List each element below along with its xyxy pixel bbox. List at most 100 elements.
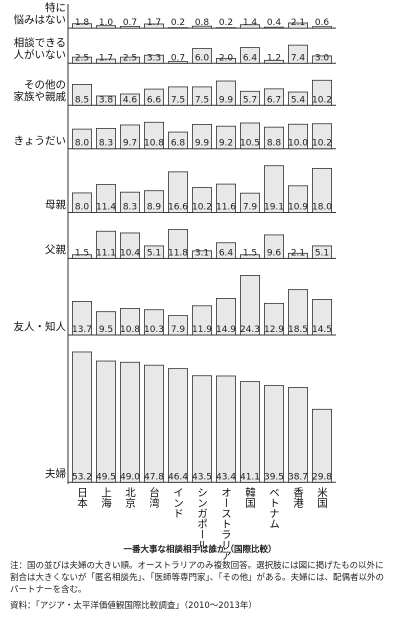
bar (215, 125, 236, 150)
value-label: 0.4 (267, 18, 282, 28)
value-label: 3.3 (147, 53, 161, 63)
value-label: 1.4 (243, 18, 258, 28)
bar (191, 375, 212, 483)
value-label: 9.6 (267, 248, 282, 258)
bar (191, 124, 212, 150)
bar (143, 54, 164, 64)
value-label: 43.4 (216, 472, 236, 482)
value-label: 29.8 (312, 472, 332, 482)
bar (143, 121, 164, 150)
bar (287, 289, 308, 336)
bar (263, 165, 284, 213)
bar (120, 191, 141, 213)
value-label: 24.3 (240, 325, 260, 335)
value-label: 5.7 (243, 95, 257, 105)
bar (72, 56, 93, 64)
value-label: 10.8 (120, 325, 140, 335)
bar (263, 59, 284, 64)
bar (72, 300, 93, 336)
bar (215, 183, 236, 213)
bar (215, 298, 236, 336)
value-label: 2.1 (291, 248, 305, 258)
value-label: 9.5 (99, 325, 113, 335)
value-label: 2.0 (219, 53, 234, 63)
value-label: 10.0 (288, 139, 308, 149)
value-label: 9.2 (219, 139, 233, 149)
value-label: 53.2 (72, 472, 92, 482)
row-label: きょうだい (13, 134, 67, 147)
value-label: 9.9 (219, 95, 234, 105)
bar (167, 229, 188, 259)
value-label: 5.4 (291, 95, 306, 105)
bar (96, 95, 117, 106)
value-label: 13.7 (72, 325, 92, 335)
value-label: 11.8 (168, 248, 188, 258)
value-label: 1.8 (75, 18, 90, 28)
value-label: 6.8 (171, 139, 186, 149)
value-label: 1.5 (243, 248, 257, 258)
bar (191, 305, 212, 336)
x-tick-label: シンガポール (196, 487, 208, 550)
bar (167, 171, 188, 213)
bar (96, 230, 117, 259)
bar (311, 26, 332, 29)
value-label: 43.5 (192, 472, 212, 482)
value-label: 1.0 (99, 18, 114, 28)
value-label: 5.1 (147, 248, 161, 258)
bar (143, 88, 164, 106)
row-label: 特に 悩みはない (13, 2, 67, 27)
value-label: 8.8 (267, 139, 282, 149)
value-label: 5.1 (315, 248, 329, 258)
bar (239, 381, 260, 483)
bar (263, 126, 284, 150)
value-label: 10.5 (240, 139, 260, 149)
value-label: 0.7 (123, 18, 137, 28)
value-label: 38.7 (288, 472, 308, 482)
bar (143, 23, 164, 29)
value-label: 0.7 (171, 53, 185, 63)
value-label: 11.9 (192, 325, 212, 335)
value-label: 10.2 (312, 95, 332, 105)
value-label: 10.2 (192, 203, 212, 213)
bar (311, 55, 332, 64)
value-label: 11.1 (96, 248, 116, 258)
value-label: 8.5 (75, 95, 89, 105)
bar (263, 234, 284, 259)
value-label: 6.4 (219, 248, 234, 258)
bar (287, 252, 308, 259)
bar (287, 44, 308, 64)
bar (239, 275, 260, 336)
value-label: 8.3 (99, 139, 113, 149)
row-label: 母親 (45, 198, 66, 211)
value-label: 49.0 (120, 472, 140, 482)
bar (263, 26, 284, 29)
bar (239, 24, 260, 29)
bar (72, 84, 93, 106)
bar (191, 48, 212, 64)
bar (143, 309, 164, 336)
bar (96, 184, 117, 213)
x-tick-label: インド (172, 487, 184, 519)
source: 資料：「アジア・太平洋価値観国際比較調査」（2010～2013年） (10, 601, 257, 611)
bar (167, 368, 188, 483)
bar (263, 385, 284, 483)
bar (191, 250, 212, 259)
bar (215, 375, 236, 483)
bar (167, 86, 188, 106)
bar (191, 86, 212, 106)
value-label: 10.3 (144, 325, 164, 335)
value-label: 8.0 (75, 203, 90, 213)
value-label: 11.6 (216, 203, 236, 213)
bar (96, 58, 117, 64)
row-label: 友人・知人 (13, 320, 67, 333)
bar (96, 360, 117, 483)
bar (120, 361, 141, 483)
value-label: 9.9 (195, 139, 210, 149)
bar (215, 57, 236, 64)
bar (120, 56, 141, 64)
row-label: 夫婦 (45, 468, 66, 481)
bar (72, 23, 93, 29)
bar (263, 88, 284, 106)
value-label: 8.0 (75, 139, 90, 149)
